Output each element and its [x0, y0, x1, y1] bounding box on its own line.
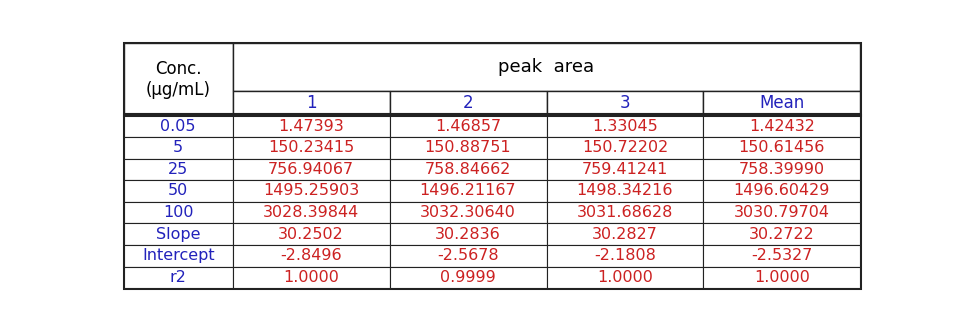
Bar	[704, 137, 860, 159]
Text: Intercept: Intercept	[142, 248, 214, 263]
Bar	[704, 202, 860, 223]
Text: -2.1808: -2.1808	[594, 248, 656, 263]
Text: 758.39990: 758.39990	[739, 162, 825, 177]
Text: 1.0000: 1.0000	[597, 270, 653, 285]
Bar	[232, 180, 390, 202]
Bar	[390, 245, 546, 267]
Bar	[124, 115, 232, 137]
Bar	[704, 180, 860, 202]
Bar	[546, 115, 704, 137]
Bar	[546, 137, 704, 159]
Bar	[124, 180, 232, 202]
Bar	[232, 137, 390, 159]
Text: peak  area: peak area	[498, 58, 594, 76]
Text: 1.0000: 1.0000	[283, 270, 339, 285]
Text: 0.05: 0.05	[160, 119, 196, 134]
Text: 3028.39844: 3028.39844	[263, 205, 359, 220]
Bar	[390, 223, 546, 245]
Text: 25: 25	[168, 162, 188, 177]
Text: 2: 2	[463, 94, 473, 112]
Text: 1.42432: 1.42432	[749, 119, 815, 134]
Text: 1495.25903: 1495.25903	[263, 183, 359, 198]
Text: 150.88751: 150.88751	[424, 140, 512, 155]
Text: r2: r2	[170, 270, 186, 285]
Bar	[124, 245, 232, 267]
Text: 30.2836: 30.2836	[435, 227, 501, 242]
Bar	[390, 267, 546, 288]
Text: Mean: Mean	[759, 94, 804, 112]
Bar	[546, 267, 704, 288]
Text: 5: 5	[173, 140, 183, 155]
Text: 100: 100	[163, 205, 194, 220]
Bar	[390, 137, 546, 159]
Text: 1.0000: 1.0000	[754, 270, 810, 285]
Bar	[390, 180, 546, 202]
Text: 3030.79704: 3030.79704	[733, 205, 829, 220]
Text: 150.61456: 150.61456	[738, 140, 825, 155]
Text: 150.23415: 150.23415	[268, 140, 354, 155]
Text: 1496.21167: 1496.21167	[420, 183, 516, 198]
Bar	[546, 180, 704, 202]
Bar	[124, 137, 232, 159]
Text: 1498.34216: 1498.34216	[577, 183, 673, 198]
Bar	[232, 159, 390, 180]
Bar	[704, 267, 860, 288]
Bar	[704, 159, 860, 180]
Bar	[390, 91, 546, 115]
Text: 50: 50	[168, 183, 188, 198]
Bar	[546, 223, 704, 245]
Text: 1496.60429: 1496.60429	[733, 183, 830, 198]
Bar	[232, 202, 390, 223]
Bar	[390, 159, 546, 180]
Bar	[390, 115, 546, 137]
Text: 150.72202: 150.72202	[582, 140, 668, 155]
Text: 3031.68628: 3031.68628	[577, 205, 673, 220]
Bar	[704, 115, 860, 137]
Bar	[546, 159, 704, 180]
Text: 30.2502: 30.2502	[278, 227, 344, 242]
Bar	[704, 91, 860, 115]
Text: 30.2827: 30.2827	[592, 227, 658, 242]
Bar	[124, 223, 232, 245]
Bar	[546, 202, 704, 223]
Text: 1.46857: 1.46857	[435, 119, 501, 134]
Text: 1.47393: 1.47393	[278, 119, 344, 134]
Bar	[546, 245, 704, 267]
Text: 30.2722: 30.2722	[749, 227, 815, 242]
Bar	[232, 267, 390, 288]
Bar	[232, 223, 390, 245]
Text: 759.41241: 759.41241	[582, 162, 668, 177]
Text: 758.84662: 758.84662	[425, 162, 512, 177]
Text: 3: 3	[619, 94, 631, 112]
Text: -2.5678: -2.5678	[437, 248, 499, 263]
Text: 0.9999: 0.9999	[441, 270, 496, 285]
Bar	[704, 245, 860, 267]
Text: 756.94067: 756.94067	[268, 162, 354, 177]
Text: 1.33045: 1.33045	[592, 119, 658, 134]
Bar	[232, 91, 390, 115]
Text: Conc.
(μg/mL): Conc. (μg/mL)	[146, 60, 211, 99]
Bar	[232, 245, 390, 267]
Text: 1: 1	[306, 94, 317, 112]
Bar	[232, 115, 390, 137]
Bar	[704, 223, 860, 245]
Text: -2.5327: -2.5327	[751, 248, 812, 263]
Bar	[124, 202, 232, 223]
Bar	[124, 267, 232, 288]
Bar	[390, 202, 546, 223]
Text: 3032.30640: 3032.30640	[420, 205, 516, 220]
Bar	[232, 43, 860, 91]
Text: -2.8496: -2.8496	[280, 248, 342, 263]
Bar	[124, 43, 232, 115]
Bar	[546, 91, 704, 115]
Text: Slope: Slope	[156, 227, 201, 242]
Bar	[124, 159, 232, 180]
